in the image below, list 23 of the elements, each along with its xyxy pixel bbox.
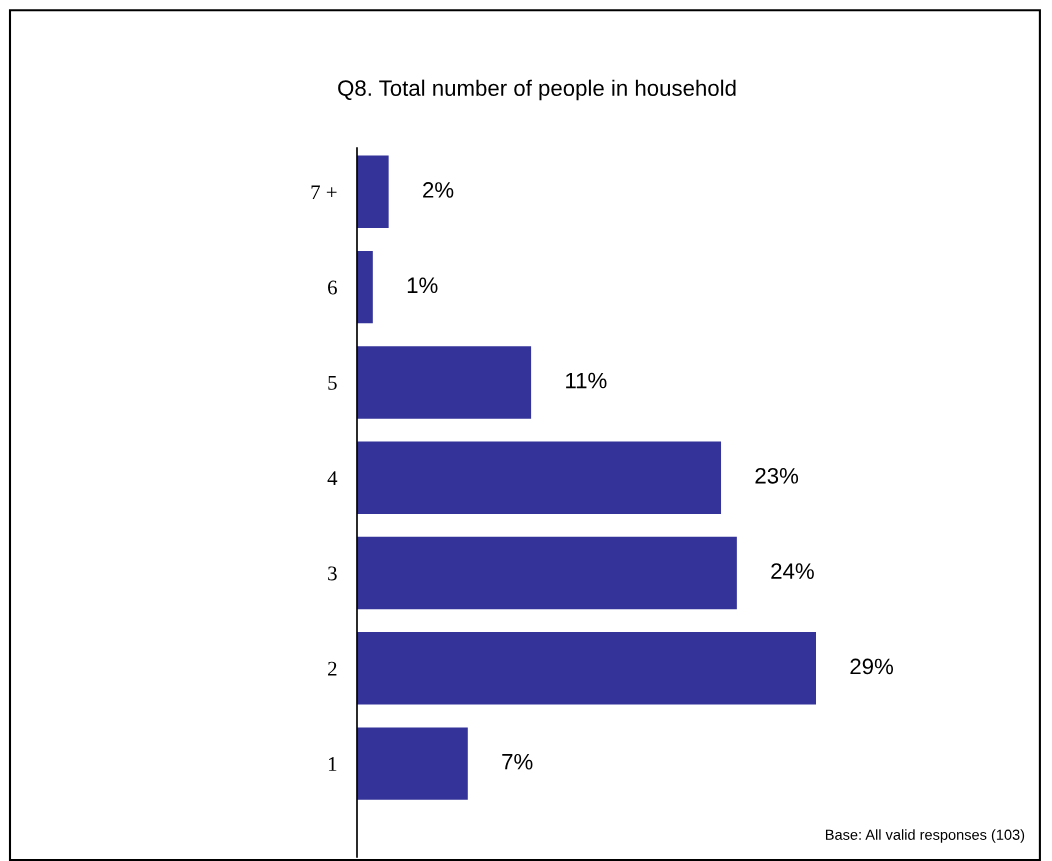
bar: [357, 250, 373, 324]
y-tick-label: 6: [328, 280, 337, 295]
data-label: 24%: [771, 563, 814, 579]
bar: [357, 632, 816, 705]
data-label: 23%: [755, 467, 799, 484]
bar: [357, 727, 468, 800]
y-tick-label: 1: [328, 757, 337, 771]
data-label: 1%: [407, 277, 438, 294]
data-label: 7%: [502, 753, 533, 770]
bar: [357, 346, 532, 419]
y-tick-label: 5: [328, 376, 337, 390]
data-label: 11%: [566, 372, 607, 389]
data-label: 29%: [850, 658, 894, 675]
y-tick-label: 2: [328, 661, 337, 676]
chart-title: Q8. Total number of people in household: [338, 79, 736, 101]
text: Base: All valid responses (103): [825, 829, 1025, 843]
data-label: 2%: [423, 182, 454, 198]
y-tick-label: 3: [328, 566, 337, 581]
y-tick-label: 7 +: [311, 185, 337, 200]
bar: [357, 155, 389, 229]
y-tick-label: 4: [327, 471, 338, 485]
bar: [357, 536, 737, 610]
bar: [357, 441, 722, 514]
